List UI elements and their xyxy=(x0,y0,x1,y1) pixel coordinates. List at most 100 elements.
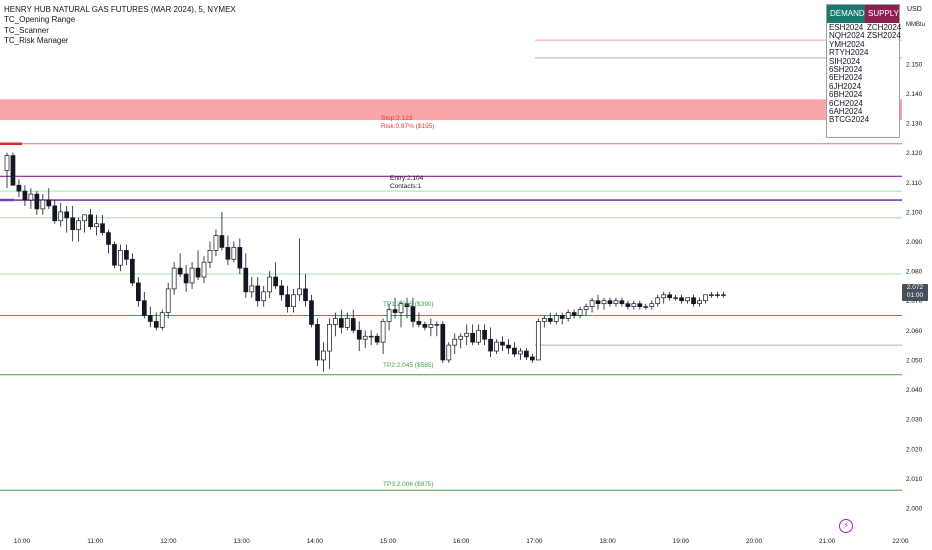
candle-body xyxy=(219,235,225,248)
supply-header: SUPPLY xyxy=(865,5,899,23)
lightning-icon[interactable]: ⚡ xyxy=(839,519,853,533)
candle-body xyxy=(703,294,708,302)
price-axis[interactable]: 2.150 2.140 2.130 2.120 2.110 2.100 2.090 2.080… xyxy=(906,61,923,512)
candle-body xyxy=(135,282,141,302)
candle-body xyxy=(64,211,70,219)
candle-body xyxy=(100,223,105,233)
candle-body xyxy=(619,300,625,305)
y-tick-label: 2.000 xyxy=(906,506,923,513)
y-tick-label: 2.150 xyxy=(906,61,923,68)
candle-body xyxy=(350,318,356,331)
y-tick-label: 2.080 xyxy=(906,269,923,276)
candle-body xyxy=(440,324,446,361)
candle-body xyxy=(482,329,487,340)
candle-body xyxy=(691,297,696,305)
candle-body xyxy=(338,318,344,328)
demand-item: BTCG2024 xyxy=(829,115,870,125)
candle-body xyxy=(309,300,314,325)
candle-body xyxy=(386,309,392,322)
last-price-value: 2.072 xyxy=(906,284,924,291)
candle-body xyxy=(285,294,290,307)
candle-body xyxy=(333,318,338,325)
candle-body xyxy=(183,273,189,284)
indicator-risk-manager[interactable]: TC_Risk Manager xyxy=(4,36,69,45)
candle-body xyxy=(553,315,559,322)
entry-label: Entry:2.104 xyxy=(390,175,424,182)
y-tick-label: 2.030 xyxy=(906,417,923,424)
candle-body xyxy=(189,267,195,284)
time-axis[interactable]: 10:00 11:00 12:00 13:00 14:00 15:00 16:00 17:00… xyxy=(14,538,932,545)
demand-item: 6JH2024 xyxy=(829,81,862,91)
candle-body xyxy=(410,306,416,322)
candle-body xyxy=(118,250,123,266)
candle-body xyxy=(547,318,553,322)
y-tick-label: 2.020 xyxy=(906,446,923,453)
candle-body xyxy=(464,332,470,337)
candle-body xyxy=(362,335,368,340)
candle-body xyxy=(518,350,523,355)
candle-body xyxy=(494,341,499,352)
candle-body xyxy=(470,332,476,343)
demand-item: RTYH2024 xyxy=(829,48,869,58)
candle-body xyxy=(506,344,511,349)
candle-body xyxy=(667,294,673,299)
x-tick-label: 17:00 xyxy=(526,538,543,545)
candle-body xyxy=(595,300,601,305)
candle-body xyxy=(416,321,422,325)
demand-item: 6CH2024 xyxy=(829,98,863,108)
candle-body xyxy=(315,324,320,361)
candle-body xyxy=(201,261,207,278)
y-tick-label: 2.010 xyxy=(906,476,923,483)
candle-body xyxy=(541,318,547,322)
candle-body xyxy=(655,297,661,305)
unit-label[interactable]: MMBtu xyxy=(906,22,926,28)
y-tick-label: 2.140 xyxy=(906,91,923,98)
contacts-label: Contacts:1 xyxy=(390,183,421,190)
candle-body xyxy=(279,285,284,296)
y-tick-label: 2.050 xyxy=(906,357,923,364)
candle-body xyxy=(446,344,452,361)
supply-list: ZCH2024 ZSH2024 xyxy=(867,23,901,41)
indicator-opening-range[interactable]: TC_Opening Range xyxy=(4,15,76,24)
candle-body xyxy=(524,350,529,358)
candle-body xyxy=(643,306,649,308)
candle-body xyxy=(374,335,380,343)
y-tick-label: 2.120 xyxy=(906,150,923,157)
demand-item: 6BH2024 xyxy=(829,90,863,100)
y-tick-label: 2.130 xyxy=(906,121,923,128)
candle-body xyxy=(249,285,255,293)
candle-body xyxy=(625,303,631,307)
candle-body xyxy=(267,276,273,293)
candle-body xyxy=(392,309,398,313)
candle-body xyxy=(530,356,535,361)
candle-body xyxy=(10,155,16,186)
scanner-panel: DEMAND SUPPLY ESH2024 NQH2024 YMH2024 RTYH2… xyxy=(826,4,901,138)
currency-label[interactable]: USD xyxy=(907,6,922,13)
x-tick-label: 11:00 xyxy=(87,538,103,545)
y-tick-label: 2.100 xyxy=(906,209,923,216)
candle-body xyxy=(94,223,99,228)
candle-body xyxy=(153,321,159,328)
chart-background-layer xyxy=(0,99,902,121)
candle-body xyxy=(88,214,93,228)
x-tick-label: 10:00 xyxy=(14,538,31,545)
candle-body xyxy=(679,297,684,302)
candle-body xyxy=(273,276,278,287)
y-tick-label: 2.110 xyxy=(906,180,922,187)
demand-item: 6SH2024 xyxy=(829,65,863,75)
stop-label: Stop:2.123 xyxy=(381,115,413,122)
x-tick-label: 20:00 xyxy=(746,538,763,545)
x-tick-label: 15:00 xyxy=(380,538,397,545)
candle-body xyxy=(58,211,64,222)
x-tick-label: 22:00 xyxy=(892,538,909,545)
candle-body xyxy=(52,205,58,222)
indicator-scanner[interactable]: TC_Scanner xyxy=(4,26,49,35)
candle-body xyxy=(565,312,571,319)
x-tick-label: 12:00 xyxy=(160,538,177,545)
candle-body xyxy=(171,267,177,290)
candle-body xyxy=(327,324,332,352)
candle-body xyxy=(559,315,565,319)
candle-body xyxy=(112,244,117,266)
candle-body xyxy=(4,155,10,171)
